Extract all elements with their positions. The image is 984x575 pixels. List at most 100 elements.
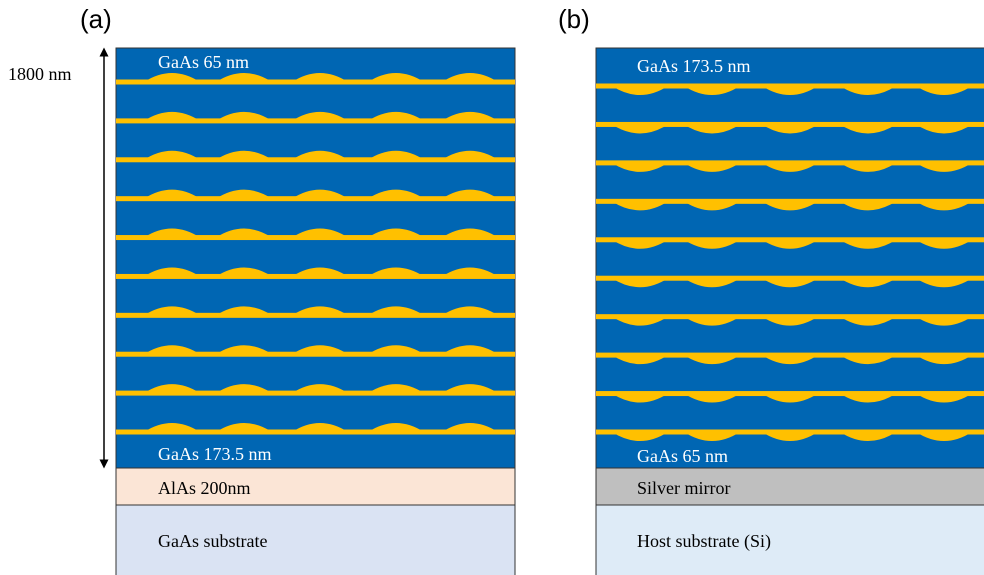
quantum-dot xyxy=(684,239,740,249)
layer-label: AlAs 200nm xyxy=(158,478,251,498)
quantum-dot xyxy=(762,432,818,441)
quantum-dot xyxy=(916,201,972,211)
quantum-dot xyxy=(216,267,272,277)
quantum-dot xyxy=(762,355,818,365)
quantum-dot xyxy=(144,111,200,121)
quantum-dot xyxy=(292,345,348,355)
quantum-dot xyxy=(840,162,896,172)
quantum-dot xyxy=(292,111,348,121)
layer-label: Host substrate (Si) xyxy=(637,531,771,552)
quantum-dot xyxy=(216,150,272,160)
layer-label: GaAs substrate xyxy=(158,531,267,551)
quantum-dot xyxy=(612,316,668,326)
quantum-dot xyxy=(292,306,348,316)
quantum-dot xyxy=(442,267,498,277)
quantum-dot xyxy=(144,345,200,355)
quantum-dot xyxy=(368,189,424,199)
quantum-dot xyxy=(144,73,200,82)
quantum-dot xyxy=(216,306,272,316)
quantum-dot xyxy=(840,278,896,288)
quantum-dot xyxy=(684,355,740,365)
mirror-layer xyxy=(595,467,984,506)
quantum-dot xyxy=(216,189,272,199)
quantum-dot xyxy=(368,150,424,160)
quantum-dot xyxy=(684,86,740,95)
quantum-dot xyxy=(840,355,896,365)
thickness-label: 1800 nm xyxy=(8,64,72,84)
quantum-dot xyxy=(916,393,972,403)
layer-label: Silver mirror xyxy=(637,478,730,498)
active-region xyxy=(595,47,984,469)
quantum-dot xyxy=(762,316,818,326)
quantum-dot xyxy=(916,162,972,172)
quantum-dot xyxy=(368,345,424,355)
quantum-dot xyxy=(840,124,896,134)
quantum-dot xyxy=(144,384,200,394)
quantum-dot xyxy=(442,306,498,316)
quantum-dot-layers xyxy=(116,73,515,435)
quantum-dot xyxy=(684,201,740,211)
layer-label: GaAs 65 nm xyxy=(158,52,249,72)
quantum-dot xyxy=(292,228,348,238)
quantum-dot xyxy=(216,423,272,432)
quantum-dot xyxy=(612,278,668,288)
quantum-dot xyxy=(144,267,200,277)
quantum-dot xyxy=(368,228,424,238)
quantum-dot xyxy=(684,316,740,326)
quantum-dot xyxy=(612,432,668,441)
layer-label: GaAs 65 nm xyxy=(637,446,728,466)
quantum-dot xyxy=(292,267,348,277)
quantum-dot xyxy=(292,150,348,160)
layer-label: GaAs 173.5 nm xyxy=(637,56,751,76)
quantum-dot xyxy=(144,228,200,238)
quantum-dot xyxy=(442,150,498,160)
quantum-dot xyxy=(612,355,668,365)
quantum-dot xyxy=(916,239,972,249)
quantum-dot xyxy=(144,189,200,199)
quantum-dot xyxy=(442,423,498,432)
quantum-dot xyxy=(916,86,972,95)
quantum-dot xyxy=(840,432,896,441)
quantum-dot xyxy=(368,306,424,316)
quantum-dot xyxy=(612,124,668,134)
quantum-dot xyxy=(612,393,668,403)
quantum-dot xyxy=(292,73,348,82)
quantum-dot xyxy=(916,355,972,365)
quantum-dot xyxy=(762,124,818,134)
quantum-dot xyxy=(442,384,498,394)
sacrificial-layer xyxy=(115,467,516,506)
quantum-dot xyxy=(216,228,272,238)
quantum-dot xyxy=(762,278,818,288)
quantum-dot xyxy=(840,86,896,95)
quantum-dot xyxy=(368,73,424,82)
quantum-dot xyxy=(368,267,424,277)
quantum-dot xyxy=(916,432,972,441)
quantum-dot xyxy=(368,423,424,432)
panel-label: (b) xyxy=(558,4,590,34)
panel-label: (a) xyxy=(80,4,112,34)
layer-label: GaAs 173.5 nm xyxy=(158,444,272,464)
quantum-dot xyxy=(442,189,498,199)
quantum-dot xyxy=(144,150,200,160)
quantum-dot xyxy=(144,306,200,316)
quantum-dot xyxy=(216,384,272,394)
quantum-dot xyxy=(368,111,424,121)
quantum-dot xyxy=(684,162,740,172)
quantum-dot xyxy=(612,201,668,211)
quantum-dot xyxy=(762,393,818,403)
quantum-dot xyxy=(684,278,740,288)
quantum-dot xyxy=(612,239,668,249)
quantum-dot xyxy=(840,239,896,249)
quantum-dot xyxy=(840,201,896,211)
substrate xyxy=(115,504,516,575)
quantum-dot xyxy=(442,228,498,238)
quantum-dot xyxy=(684,393,740,403)
quantum-dot xyxy=(442,73,498,82)
quantum-dot xyxy=(292,189,348,199)
quantum-dot xyxy=(762,239,818,249)
quantum-dot xyxy=(216,73,272,82)
quantum-dot xyxy=(216,111,272,121)
quantum-dot xyxy=(684,124,740,134)
quantum-dot xyxy=(840,316,896,326)
